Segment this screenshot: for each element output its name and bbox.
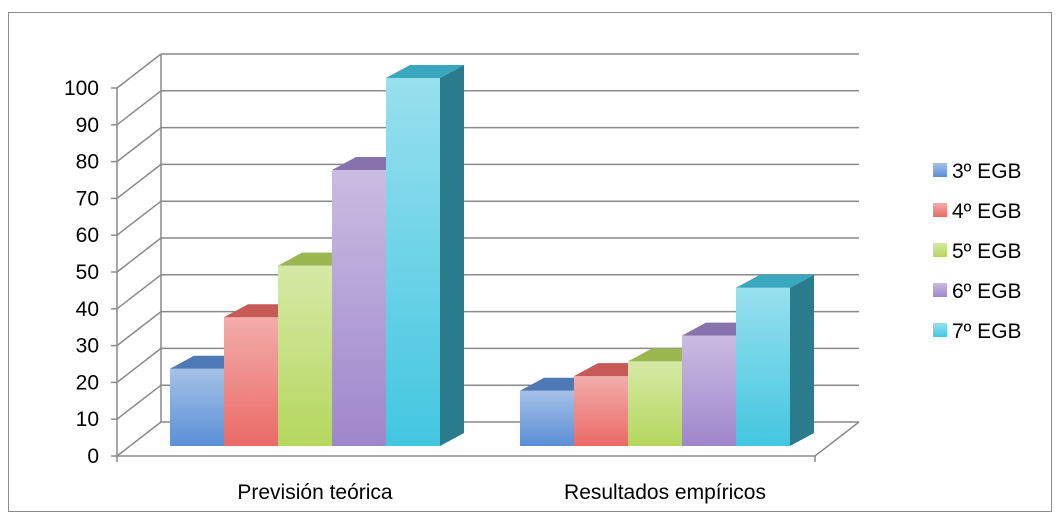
legend-swatch — [933, 283, 947, 297]
y-tick-label: 80 — [76, 151, 99, 174]
legend-label: 5º EGB — [952, 240, 1022, 263]
legend-swatch — [933, 323, 947, 337]
bar — [278, 265, 332, 446]
bar-top — [386, 65, 464, 78]
legend-label: 3º EGB — [952, 160, 1022, 183]
bar — [386, 78, 440, 446]
gridline-depth — [116, 347, 162, 383]
gridline-depth — [116, 384, 162, 420]
gridline-depth — [116, 200, 162, 236]
y-tick-label: 70 — [76, 187, 99, 210]
gridline-depth — [116, 53, 162, 89]
bar — [170, 368, 224, 446]
y-tick-label: 50 — [76, 261, 99, 284]
y-tick-label: 100 — [64, 77, 99, 100]
legend-label: 6º EGB — [952, 280, 1022, 303]
bar — [628, 361, 682, 446]
x-tick-label: Resultados empíricos — [564, 481, 766, 504]
y-tick-label: 30 — [76, 335, 99, 358]
gridline-depth — [116, 421, 162, 457]
gridline-depth — [116, 90, 162, 126]
y-tick-label: 10 — [76, 408, 99, 431]
bar — [736, 287, 790, 446]
bar-side — [440, 65, 464, 446]
gridline-depth — [116, 311, 162, 347]
x-tick-label: Previsión teórica — [237, 481, 393, 504]
legend-swatch — [933, 163, 947, 177]
legend-label: 4º EGB — [952, 200, 1022, 223]
bar — [332, 170, 386, 446]
y-tick-label: 0 — [87, 445, 99, 468]
legend-swatch — [933, 243, 947, 257]
bar — [574, 376, 628, 446]
bar-side — [790, 274, 814, 446]
y-tick-label: 60 — [76, 224, 99, 247]
bar-top — [736, 274, 814, 288]
bar — [682, 335, 736, 446]
bar — [224, 317, 278, 446]
y-tick-label: 40 — [76, 298, 99, 321]
y-tick-label: 20 — [76, 371, 99, 394]
legend-label: 7º EGB — [952, 320, 1022, 343]
bar — [520, 390, 574, 446]
y-tick-label: 90 — [76, 114, 99, 137]
gridline-depth — [116, 127, 162, 163]
legend-swatch — [933, 203, 947, 217]
gridline-depth — [116, 163, 162, 199]
gridline-depth — [116, 274, 162, 310]
gridline-depth — [116, 237, 162, 273]
